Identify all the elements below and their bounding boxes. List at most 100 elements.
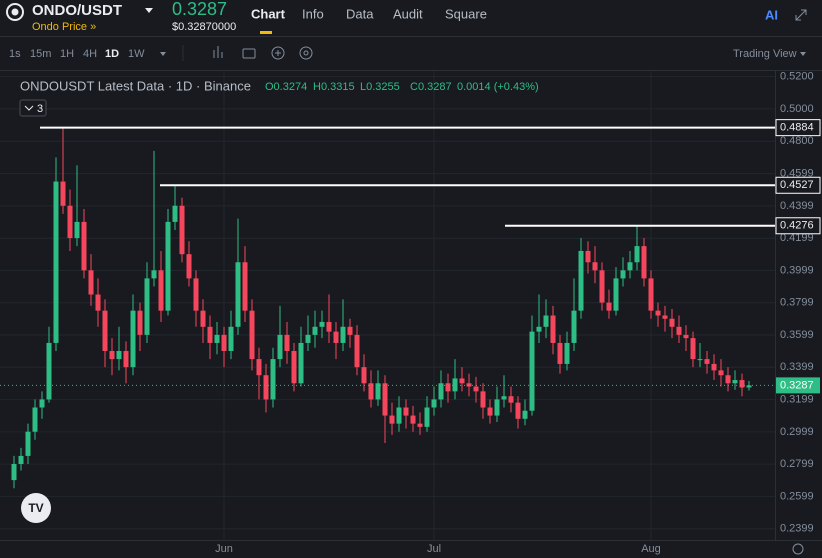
screenshot-icon[interactable]	[242, 48, 256, 59]
x-tick-label: Jun	[215, 543, 233, 555]
candle-body	[67, 205, 73, 239]
candle-body	[683, 334, 689, 339]
y-tick-label: 0.3199	[780, 393, 814, 405]
add-icon-plus	[275, 50, 281, 56]
interval[interactable]: 1s	[9, 48, 21, 60]
candle-body	[179, 205, 185, 255]
tv-logo-text: TV	[28, 501, 43, 515]
candle-body	[746, 385, 752, 388]
tab[interactable]: Info	[302, 6, 324, 21]
y-tick-label: 0.4399	[780, 200, 814, 212]
candle-body	[578, 250, 584, 311]
add-icon[interactable]	[271, 46, 285, 60]
candle-body	[585, 250, 591, 263]
y-tick-label: 0.3799	[780, 297, 814, 309]
interval[interactable]: 1H	[60, 48, 74, 60]
view-switch[interactable]: Trading View	[733, 48, 797, 60]
candle-body	[529, 331, 535, 411]
subtitle[interactable]: Ondo Price »	[32, 21, 96, 33]
legend-value: H0.3315	[313, 81, 355, 93]
candle-body	[676, 326, 682, 335]
interval[interactable]: 15m	[30, 48, 51, 60]
candle-body	[669, 318, 675, 327]
candle-body	[648, 278, 654, 311]
indicator-chevron	[24, 105, 34, 111]
candle-body	[221, 334, 227, 352]
candle-body	[18, 455, 24, 464]
tab[interactable]: Square	[445, 6, 487, 21]
candle-body	[697, 359, 703, 361]
candle-body	[382, 383, 388, 416]
candle-body	[739, 380, 745, 388]
candle-body	[158, 270, 164, 311]
candle-body	[655, 310, 661, 316]
candle-body	[228, 326, 234, 352]
candle-body	[613, 278, 619, 311]
candle-body	[473, 386, 479, 392]
y-tick-label: 0.5200	[780, 71, 814, 83]
price-line-label: 0.4276	[780, 220, 814, 232]
tabs: Chart Info Data Audit Square	[251, 6, 487, 21]
candle-body	[186, 254, 192, 279]
candle-body	[284, 334, 290, 352]
candle-body	[354, 334, 360, 368]
grid: 0.5200 0.5000 0.4800 0.4599 0.4399 0.4199 0.39…	[0, 71, 814, 555]
candle-body	[53, 181, 59, 343]
candle-body	[151, 270, 157, 279]
candle-body	[200, 310, 206, 327]
interval[interactable]: 4H	[83, 48, 97, 60]
candle-body	[242, 262, 248, 311]
candle-body	[494, 399, 500, 416]
interval[interactable]: 1W	[128, 48, 145, 60]
candle-body	[725, 375, 731, 384]
candle-body	[438, 383, 444, 400]
tab[interactable]: Chart	[251, 6, 286, 21]
candle-body	[25, 431, 31, 456]
fullscreen-icon[interactable]	[795, 9, 807, 21]
candle-body	[277, 334, 283, 360]
tab[interactable]: Data	[346, 6, 374, 21]
candle-body	[333, 331, 339, 343]
y-tick-label: 0.4199	[780, 232, 814, 244]
candle-body	[137, 310, 143, 335]
candle-body	[319, 321, 325, 327]
view-dropdown[interactable]	[800, 52, 806, 56]
interval-dropdown[interactable]	[160, 52, 166, 56]
candle-body	[46, 342, 52, 400]
candle-body	[95, 294, 101, 311]
candle-body	[389, 415, 395, 424]
y-tick-label: 0.2999	[780, 426, 814, 438]
candle-body	[410, 415, 416, 424]
candle-body	[144, 278, 150, 335]
y-tick-label: 0.3999	[780, 264, 814, 276]
candle-body	[718, 370, 724, 376]
symbol-dropdown[interactable]	[145, 8, 153, 13]
ai-button[interactable]: AI	[765, 7, 778, 22]
candle-body	[361, 367, 367, 384]
price-line-label-box	[775, 119, 821, 137]
axis-settings[interactable]	[792, 543, 804, 555]
candle-body	[571, 310, 577, 343]
legend-value: O0.3274	[265, 81, 307, 93]
y-tick-label: 0.2399	[780, 523, 814, 535]
legend-value: L0.3255	[360, 81, 400, 93]
y-tick-label: 0.2799	[780, 458, 814, 470]
indicator-icon[interactable]	[213, 46, 223, 58]
interval[interactable]: 1D	[105, 48, 119, 60]
candle-body	[214, 334, 220, 343]
symbol[interactable]: ONDO/USDT	[32, 2, 122, 19]
settings-icon[interactable]	[299, 46, 313, 60]
candle-body	[508, 396, 514, 403]
candle-body	[102, 310, 108, 352]
indicator-toggle[interactable]	[19, 99, 47, 117]
candle-body	[732, 380, 738, 384]
overlay: 0.4884 0.4527 0.4276 0.3287	[0, 119, 821, 394]
candle-body	[60, 181, 66, 206]
price-line-label-box	[775, 176, 821, 194]
legend-value: C0.3287	[410, 81, 452, 93]
tab[interactable]: Audit	[393, 6, 423, 21]
candle-body	[627, 262, 633, 271]
candle-body	[662, 315, 668, 319]
x-tick-label: Aug	[641, 543, 661, 555]
